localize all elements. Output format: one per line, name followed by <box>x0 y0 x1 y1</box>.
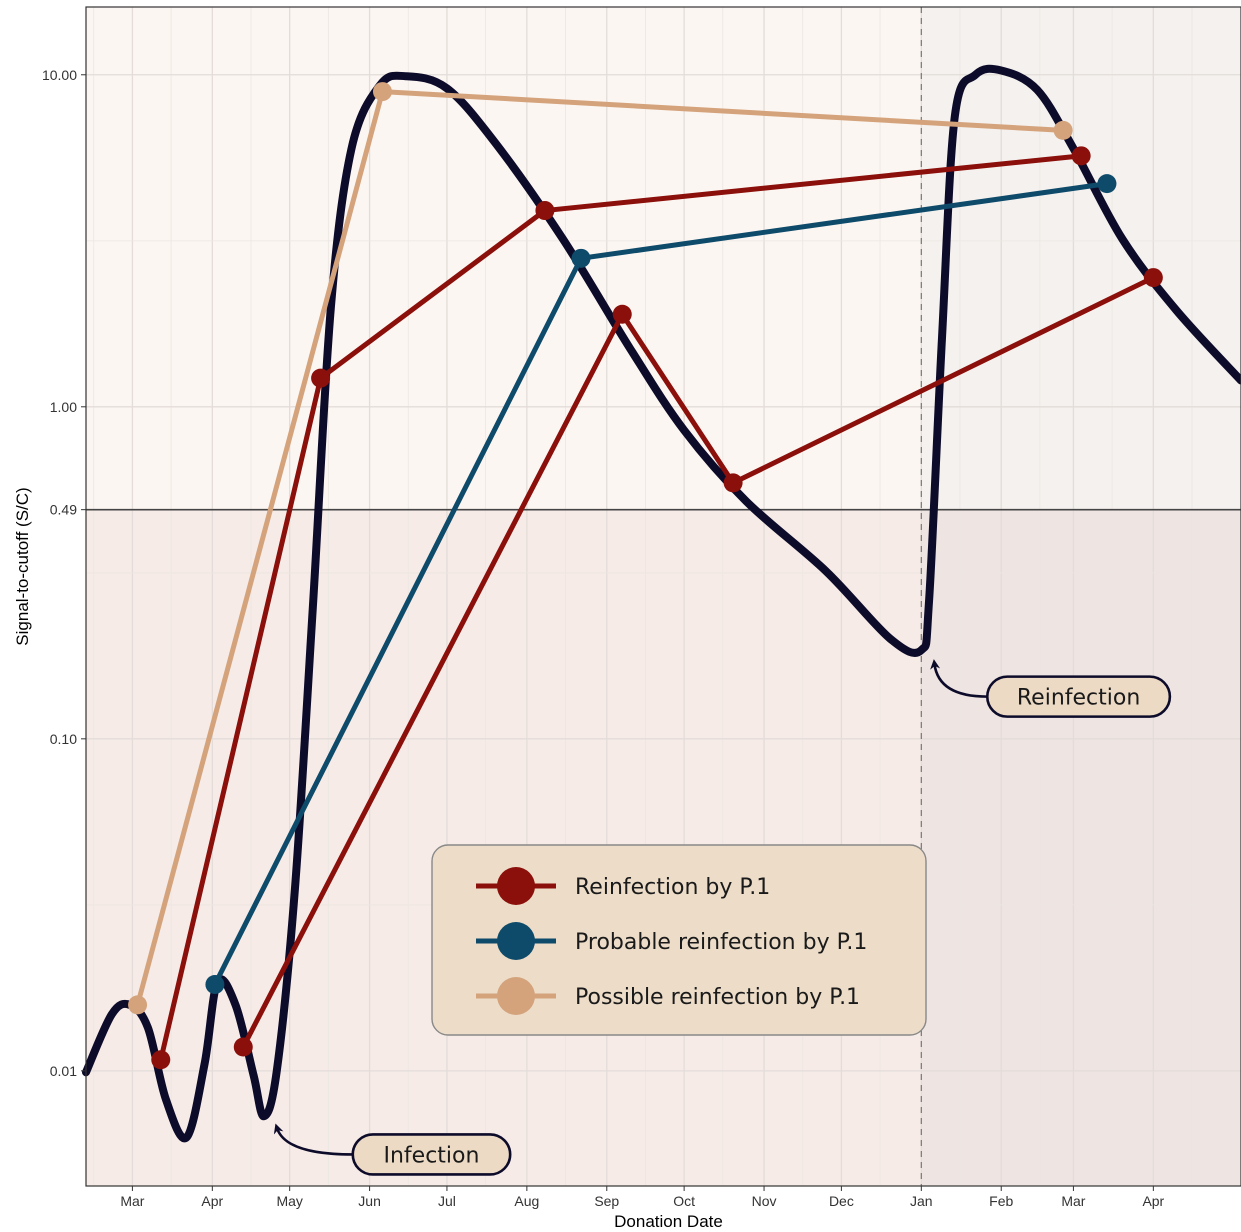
y-tick-label: 0.01 <box>50 1063 77 1079</box>
x-tick-label: Jul <box>438 1193 456 1209</box>
series-point-0 <box>1143 268 1163 288</box>
y-tick-label: 0.49 <box>50 502 77 518</box>
x-tick-label: Feb <box>989 1193 1013 1209</box>
series-line-0 <box>241 275 1155 1049</box>
series-point-1 <box>1097 174 1117 194</box>
legend-swatch-2 <box>497 977 535 1015</box>
annotation-box <box>985 675 1172 718</box>
legend-swatch-1 <box>497 922 535 960</box>
x-tick-label: Oct <box>673 1193 695 1209</box>
y-tick-label: 0.10 <box>50 731 77 747</box>
series-point-0 <box>233 1037 253 1057</box>
annotation-label: Reinfection <box>1017 686 1140 711</box>
x-tick-label: Aug <box>514 1193 539 1209</box>
legend-box <box>431 844 927 1036</box>
annotation-arrow <box>273 1123 353 1156</box>
series-point-2 <box>1053 120 1073 140</box>
series-point-1 <box>571 248 591 268</box>
x-tick-label: Jan <box>910 1193 933 1209</box>
x-axis-title: Donation Date <box>614 1212 723 1231</box>
annotations: Infection Reinfection <box>273 659 1172 1176</box>
background-after-marker-below <box>921 509 1241 1187</box>
axes: Mar Apr May Jun Jul Aug Sep Oct Nov Dec Jan Feb Mar A… <box>42 67 1165 1209</box>
x-tick-label: Jun <box>358 1193 381 1209</box>
x-tick-label: Nov <box>752 1193 777 1209</box>
series-point-1 <box>205 975 225 995</box>
annotation-label: Infection <box>383 1143 479 1168</box>
x-tick-label: Dec <box>829 1193 854 1209</box>
x-tick-label: Apr <box>201 1193 223 1209</box>
legend-label-2: Possible reinfection by P.1 <box>575 985 860 1010</box>
series-point-0 <box>535 201 555 221</box>
y-axis-title: Signal-to-cutoff (S/C) <box>13 487 32 645</box>
x-tick-label: Apr <box>1142 1193 1164 1209</box>
x-tick-label: Mar <box>120 1193 144 1209</box>
legend-label-0: Reinfection by P.1 <box>575 875 770 900</box>
series-line-0 <box>158 153 1082 1061</box>
x-tick-label: Sep <box>594 1193 619 1209</box>
series-point-0 <box>723 473 743 493</box>
x-tick-label: Mar <box>1061 1193 1085 1209</box>
legend: Reinfection by P.1 Probable reinfection b… <box>431 844 927 1036</box>
series-point-0 <box>612 304 632 324</box>
legend-swatch-0 <box>497 867 535 905</box>
y-tick-label: 10.00 <box>42 67 77 83</box>
x-tick-label: May <box>276 1193 302 1209</box>
series-point-0 <box>151 1050 171 1070</box>
annotation-box <box>351 1133 512 1176</box>
series-point-2 <box>372 82 392 102</box>
series-point-2 <box>128 995 148 1015</box>
annotation-arrow <box>930 659 988 698</box>
series-point-0 <box>1071 146 1091 166</box>
panel-border <box>85 6 1241 1187</box>
series-group <box>128 82 1163 1070</box>
background-after-marker-above <box>921 7 1241 510</box>
y-tick-label: 1.00 <box>50 399 77 415</box>
legend-label-1: Probable reinfection by P.1 <box>575 930 867 955</box>
series-point-0 <box>311 368 331 388</box>
